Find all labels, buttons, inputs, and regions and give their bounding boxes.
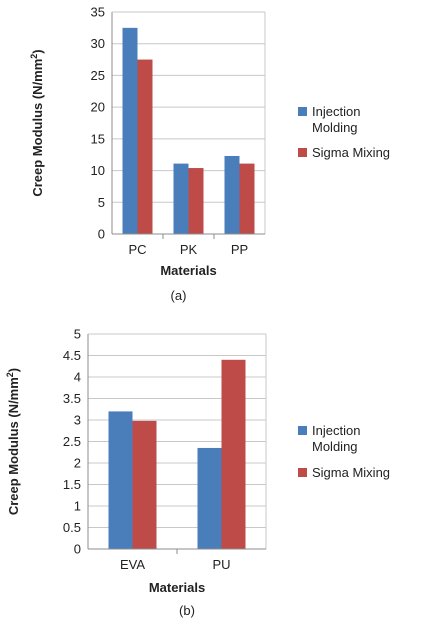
chart-b: 0 0.5 1 1.5 2 2.5 3 3.5 4 4.5 5 EVA PU Creep Modulus …	[5, 327, 390, 619]
legend-swatch-sigma	[298, 468, 307, 477]
bar-injection-pc	[122, 27, 138, 234]
bar-sigma-pk	[188, 168, 204, 234]
y-axis-title-superscript: 2	[29, 54, 39, 59]
y-tick-label: 1.5	[63, 477, 81, 492]
x-axis-title: Materials	[149, 580, 205, 595]
y-tick-label: 30	[91, 36, 105, 51]
y-tick-label: 0	[98, 227, 105, 242]
x-tick-label: EVA	[120, 557, 145, 572]
y-axis-title-main: Creep Modulus (N/mm	[6, 377, 21, 515]
legend-label-injection: Injection Molding	[312, 423, 360, 454]
y-tick-label: 20	[91, 100, 105, 115]
bar-sigma-eva	[132, 420, 157, 549]
legend-swatch-injection	[298, 426, 307, 435]
y-tick-label: 2	[74, 456, 81, 471]
y-tick-label: 5	[74, 327, 81, 342]
x-axis-title: Materials	[160, 263, 216, 278]
y-tick-label: 10	[91, 163, 105, 178]
legend-label-line: Molding	[312, 120, 358, 135]
legend-label-sigma: Sigma Mixing	[312, 145, 390, 160]
y-tick-label: 2.5	[63, 434, 81, 449]
y-tick-label: 4.5	[63, 348, 81, 363]
y-tick-label: 3.5	[63, 391, 81, 406]
y-tick-label: 4	[74, 370, 81, 385]
figure-caption: (a)	[171, 288, 187, 303]
bar-sigma-pc	[137, 59, 153, 235]
y-axis-title-close: )	[6, 368, 21, 372]
x-tick-label: PK	[180, 242, 198, 257]
x-tick-label: PP	[231, 242, 248, 257]
y-tick-label: 1	[74, 499, 81, 514]
legend-swatch-sigma	[298, 148, 307, 157]
legend-label-injection: Injection Molding	[312, 104, 360, 135]
legend-swatch-injection	[298, 107, 307, 116]
y-axis-title: Creep Modulus (N/mm2)	[5, 368, 21, 515]
y-tick-label: 35	[91, 5, 105, 20]
y-tick-label: 0	[74, 542, 81, 557]
bar-injection-eva	[108, 411, 133, 549]
x-tick-label: PU	[212, 557, 230, 572]
y-tick-label: 5	[98, 195, 105, 210]
legend-label-line: Molding	[312, 439, 358, 454]
legend-label-line: Injection	[312, 104, 360, 119]
y-axis-title-main: Creep Modulus (N/mm	[30, 59, 45, 197]
y-tick-label: 15	[91, 131, 105, 146]
y-axis-title-superscript: 2	[5, 372, 15, 377]
bar-injection-pu	[197, 447, 222, 549]
legend-label-sigma: Sigma Mixing	[312, 465, 390, 480]
y-axis-title: Creep Modulus (N/mm2)	[29, 49, 45, 196]
chart-a: 0 5 10 15 20 25 30 35 PC PK PP Creep Modulus (N/mm2…	[29, 5, 390, 304]
y-tick-label: 0.5	[63, 520, 81, 535]
x-tick-label: PC	[128, 242, 146, 257]
y-tick-label: 3	[74, 413, 81, 428]
bar-sigma-pu	[221, 359, 246, 549]
bar-injection-pk	[173, 163, 189, 234]
bar-injection-pp	[224, 155, 240, 234]
y-tick-label: 25	[91, 68, 105, 83]
legend-label-line: Injection	[312, 423, 360, 438]
y-axis-title-close: )	[30, 49, 45, 53]
figure-caption: (b)	[179, 603, 195, 618]
bar-sigma-pp	[239, 163, 255, 234]
